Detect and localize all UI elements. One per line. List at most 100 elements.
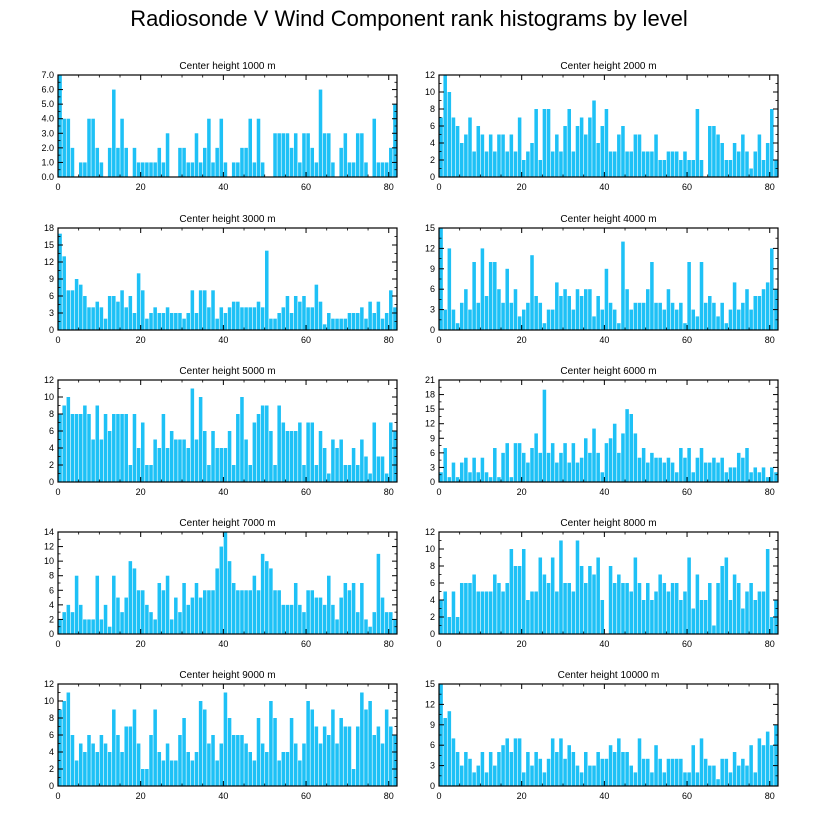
histogram-bar bbox=[745, 591, 749, 634]
histogram-bar bbox=[273, 465, 277, 482]
histogram-bar bbox=[231, 162, 236, 177]
y-tick-label: 8 bbox=[49, 713, 54, 723]
histogram-bar bbox=[555, 134, 559, 177]
histogram-bar bbox=[464, 457, 468, 482]
x-tick-label: 80 bbox=[384, 335, 394, 345]
histogram-bar bbox=[687, 160, 691, 177]
histogram-bar bbox=[736, 452, 741, 482]
histogram-bar bbox=[687, 772, 691, 786]
histogram-bar bbox=[87, 735, 91, 786]
histogram-bar bbox=[728, 309, 733, 330]
histogram-bar bbox=[376, 456, 381, 482]
histogram-bar bbox=[472, 262, 476, 330]
x-tick-label: 0 bbox=[55, 335, 60, 345]
histogram-bar bbox=[683, 457, 687, 482]
histogram-bar bbox=[596, 143, 600, 177]
y-tick-label: 0 bbox=[430, 172, 435, 182]
x-tick-label: 60 bbox=[301, 182, 311, 192]
histogram-bar bbox=[372, 313, 377, 330]
histogram-bar bbox=[666, 151, 671, 177]
histogram-bar bbox=[608, 151, 613, 177]
histogram-bar bbox=[376, 553, 381, 634]
histogram-bar bbox=[157, 448, 162, 482]
histogram-bar bbox=[318, 89, 323, 177]
histogram-bar bbox=[314, 597, 319, 634]
y-tick-label: 0 bbox=[49, 781, 54, 791]
histogram-bar bbox=[219, 307, 224, 330]
y-tick-label: 12 bbox=[425, 70, 435, 80]
x-tick-label: 60 bbox=[682, 487, 692, 497]
histogram-bar bbox=[256, 118, 261, 177]
histogram-bar bbox=[559, 151, 563, 177]
histogram-bar bbox=[757, 738, 762, 786]
histogram-bar bbox=[538, 557, 543, 634]
y-tick-label: 3 bbox=[430, 305, 435, 315]
histogram-bar bbox=[493, 262, 497, 330]
histogram-bar bbox=[116, 597, 120, 634]
histogram-bar bbox=[732, 467, 737, 482]
histogram-bar bbox=[542, 574, 547, 634]
histogram-bar bbox=[66, 397, 71, 482]
y-tick-label: 15 bbox=[425, 404, 435, 414]
histogram-bar bbox=[269, 701, 273, 786]
histogram-bar bbox=[83, 296, 87, 330]
histogram-bar bbox=[331, 439, 335, 482]
histogram-bar bbox=[542, 109, 547, 177]
histogram-bar bbox=[331, 318, 335, 330]
histogram-bar bbox=[240, 147, 244, 177]
histogram-bar bbox=[231, 583, 236, 634]
histogram-bar bbox=[513, 151, 518, 177]
histogram-bar bbox=[716, 462, 720, 482]
histogram-bar bbox=[178, 439, 182, 482]
histogram-bar bbox=[128, 726, 133, 786]
histogram-bar bbox=[641, 151, 646, 177]
histogram-bar bbox=[753, 772, 758, 786]
y-tick-label: 1.0 bbox=[41, 157, 54, 167]
histogram-bar bbox=[761, 591, 766, 634]
histogram-bar bbox=[501, 591, 505, 634]
histogram-bar bbox=[472, 772, 476, 786]
histogram-bar bbox=[687, 262, 691, 330]
histogram-bar bbox=[575, 765, 580, 786]
histogram-bar bbox=[567, 745, 571, 786]
histogram-bar bbox=[612, 423, 617, 482]
histogram-bar bbox=[633, 302, 638, 330]
histogram-bar bbox=[186, 448, 190, 482]
x-tick-label: 40 bbox=[599, 639, 609, 649]
histogram-bar bbox=[530, 591, 534, 634]
histogram-panel: Center height 10000 m 0 20 40 60 80 0 3 6 9 12 15 bbox=[425, 670, 779, 801]
histogram-bar bbox=[380, 162, 385, 177]
histogram-bar bbox=[695, 316, 700, 330]
histogram-bar bbox=[505, 151, 509, 177]
histogram-bar bbox=[575, 126, 580, 177]
histogram-bar bbox=[380, 597, 385, 634]
y-tick-label: 3.0 bbox=[41, 128, 54, 138]
histogram-bar bbox=[136, 162, 141, 177]
histogram-bar bbox=[302, 743, 306, 786]
histogram-bar bbox=[335, 448, 339, 482]
histogram-bar bbox=[132, 147, 137, 177]
histogram-bar bbox=[765, 477, 770, 482]
histogram-bar bbox=[306, 701, 310, 786]
histogram-bar bbox=[248, 590, 252, 634]
histogram-bar bbox=[493, 574, 497, 634]
histogram-bar bbox=[380, 743, 385, 786]
histogram-bar bbox=[78, 604, 83, 634]
x-tick-label: 60 bbox=[301, 791, 311, 801]
x-tick-label: 80 bbox=[384, 639, 394, 649]
histogram-bar bbox=[447, 711, 452, 786]
histogram-bar bbox=[468, 117, 472, 177]
histogram-bar bbox=[355, 612, 360, 634]
histogram-bar bbox=[62, 405, 66, 482]
histogram-bar bbox=[608, 566, 613, 634]
histogram-bar bbox=[364, 318, 368, 330]
histogram-bar bbox=[112, 709, 116, 786]
histogram-bar bbox=[741, 302, 745, 330]
histogram-bar bbox=[219, 546, 224, 634]
histogram-bar bbox=[368, 301, 372, 330]
histogram-bar bbox=[389, 612, 393, 634]
histogram-bar bbox=[178, 147, 182, 177]
histogram-bar bbox=[708, 583, 712, 634]
histogram-bar bbox=[364, 619, 368, 634]
histogram-bar bbox=[604, 109, 609, 177]
